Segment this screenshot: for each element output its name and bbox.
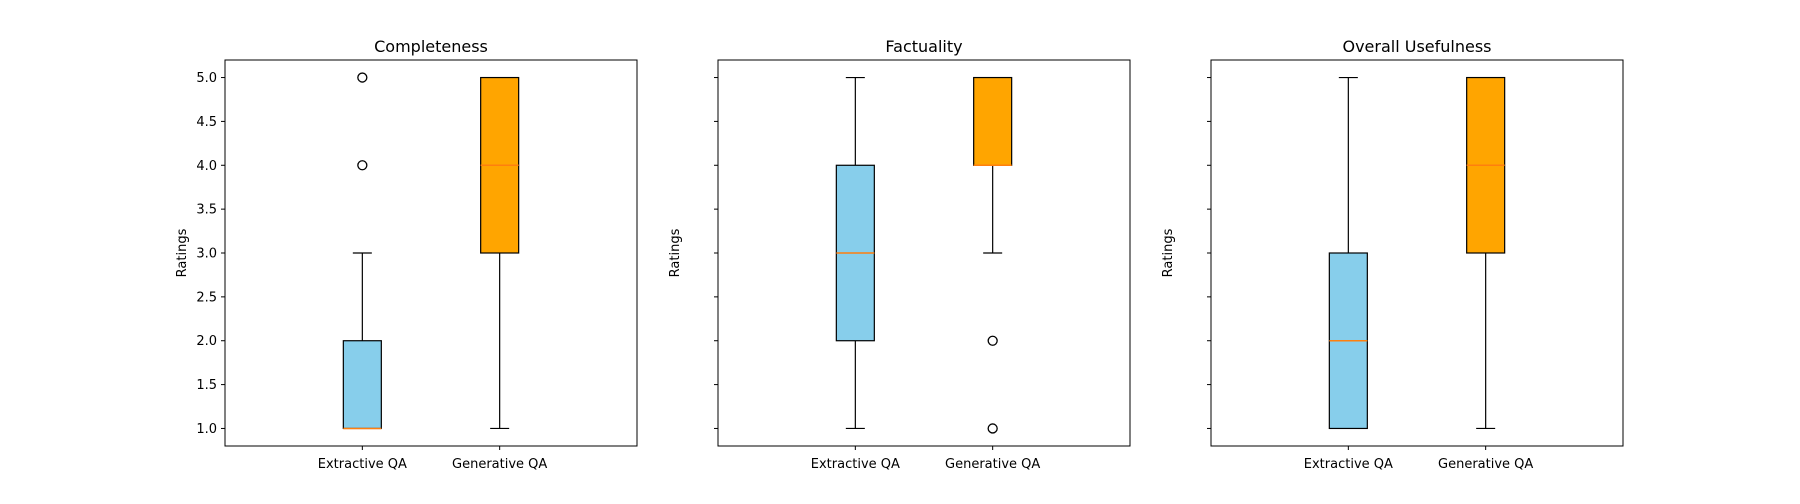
x-tick-label: Generative QA — [452, 457, 547, 472]
x-tick-label: Extractive QA — [811, 457, 900, 472]
panel-title: Factuality — [885, 37, 962, 56]
panel-3: Overall Usefulness Ratings Extractive QA Ge… — [1161, 37, 1624, 472]
y-tick-label: 4.0 — [196, 159, 217, 174]
box-extractive — [342, 72, 382, 430]
box-generative — [973, 76, 1013, 434]
y-tick-label: 2.5 — [196, 290, 217, 305]
x-tick-label: Extractive QA — [318, 457, 407, 472]
outlier-point — [357, 160, 368, 171]
x-tick-label: Generative QA — [1438, 457, 1533, 472]
axes-frame — [1210, 59, 1624, 447]
box-body — [342, 340, 382, 430]
y-tick-label: 1.5 — [196, 378, 217, 393]
axes-frame — [717, 59, 1131, 447]
panel-1: Completeness Ratings 1.0 1.5 2.0 2.5 3.0 3.5 4.0… — [175, 37, 638, 472]
outlier-point — [357, 72, 368, 83]
panel-title: Overall Usefulness — [1342, 37, 1491, 56]
box-extractive — [1328, 76, 1368, 430]
panel-2: Factuality Ratings Extractive QA Generative… — [668, 37, 1131, 472]
box-generative — [1466, 76, 1506, 430]
box-extractive — [835, 76, 875, 430]
y-tick-label: 3.5 — [196, 203, 217, 218]
axes-frame — [224, 59, 638, 447]
box-generative — [480, 76, 520, 430]
y-axis-label: Ratings — [668, 228, 683, 277]
y-tick-label: 2.0 — [196, 334, 217, 349]
panel-title: Completeness — [374, 37, 488, 56]
outlier-point — [987, 423, 998, 434]
y-tick-label: 4.5 — [196, 115, 217, 130]
y-axis-label: Ratings — [1161, 228, 1176, 277]
y-tick-label: 3.0 — [196, 247, 217, 262]
x-tick-label: Generative QA — [945, 457, 1040, 472]
box-body — [973, 76, 1013, 166]
y-tick-label: 1.0 — [196, 422, 217, 437]
y-axis-label: Ratings — [175, 228, 190, 277]
y-tick-label: 5.0 — [196, 71, 217, 86]
x-tick-label: Extractive QA — [1304, 457, 1393, 472]
outlier-point — [987, 335, 998, 346]
